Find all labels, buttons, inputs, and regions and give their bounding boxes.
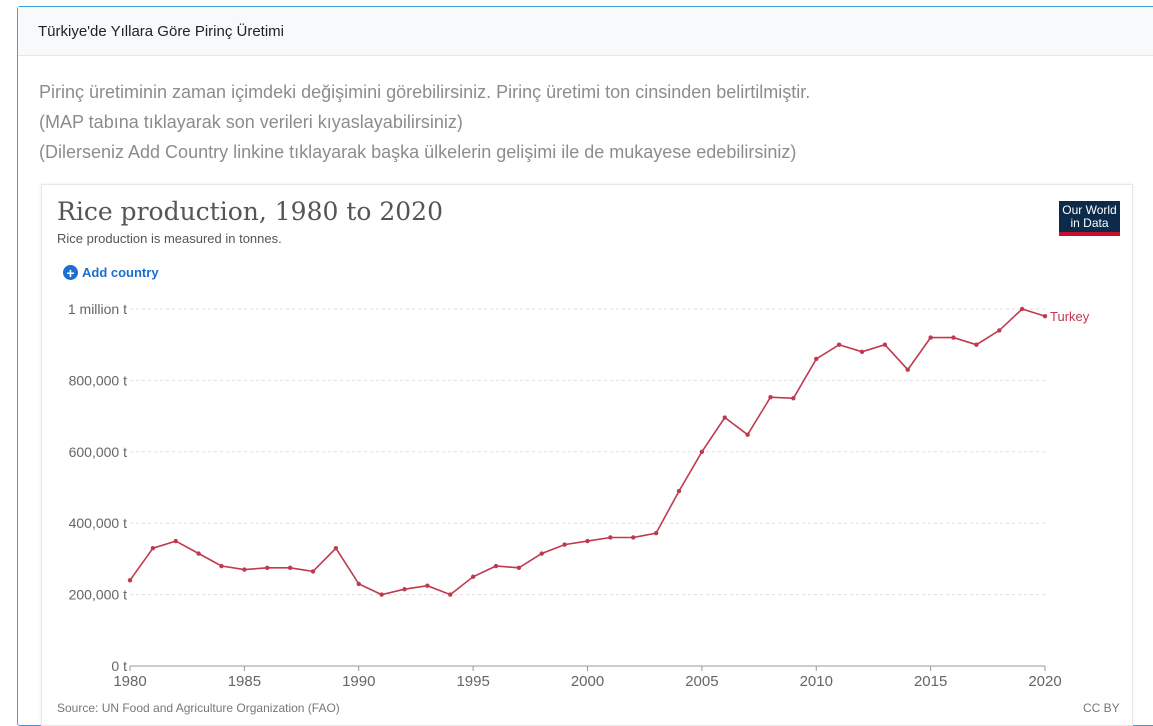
data-point	[402, 587, 407, 592]
data-point	[1019, 306, 1025, 312]
data-point	[631, 535, 636, 540]
add-country-label: Add country	[82, 265, 159, 280]
data-point	[997, 328, 1002, 333]
data-point	[653, 530, 659, 536]
data-point	[699, 449, 705, 454]
license-note: CC BY	[1083, 701, 1120, 715]
data-point	[745, 432, 750, 437]
data-point	[882, 342, 888, 347]
x-tick-label: 2000	[571, 673, 604, 690]
data-point	[836, 342, 842, 347]
source-note: Source: UN Food and Agriculture Organiza…	[57, 701, 340, 715]
card-header: Türkiye'de Yıllara Göre Pirinç Üretimi	[18, 7, 1153, 56]
x-tick-label: 2010	[800, 673, 833, 690]
data-point	[127, 578, 133, 583]
logo-text: in Data	[1070, 216, 1109, 230]
line-chart: 0 t 200,000 t 400,000 t 600,000 t 800,000 t 1…	[68, 301, 1090, 690]
data-point	[905, 367, 910, 372]
x-tick-label: 2015	[914, 673, 947, 690]
data-point	[287, 565, 293, 571]
data-point	[951, 335, 956, 340]
data-point	[356, 581, 361, 587]
y-tick-label: 600,000 t	[69, 444, 127, 460]
x-tick-label: 1995	[456, 673, 489, 690]
x-tick-label: 1985	[228, 673, 261, 690]
data-point	[425, 583, 430, 588]
y-tick-label: 800,000 t	[69, 372, 127, 388]
data-point	[814, 356, 819, 362]
data-point	[448, 592, 453, 597]
data-point	[676, 488, 682, 494]
content-card: Türkiye'de Yıllara Göre Pirinç Üretimi P…	[17, 6, 1153, 726]
data-point	[791, 396, 796, 401]
data-point	[310, 569, 316, 574]
page-title: Türkiye'de Yıllara Göre Pirinç Üretimi	[38, 22, 284, 40]
data-point	[470, 574, 476, 579]
series-label: Turkey	[1050, 309, 1090, 324]
data-point	[608, 535, 613, 540]
y-tick-label: 0 t	[111, 658, 127, 674]
data-point	[585, 538, 590, 544]
data-point	[928, 335, 933, 340]
description: Pirinç üretiminin zaman içimdeki değişim…	[39, 77, 810, 167]
data-point	[196, 551, 201, 556]
y-tick-label: 1 million t	[68, 301, 127, 317]
x-tick-label: 2020	[1028, 673, 1061, 690]
x-tick-label: 2005	[685, 673, 718, 690]
add-country-button[interactable]: + Add country	[63, 265, 159, 280]
data-point	[493, 563, 499, 569]
data-point	[768, 394, 773, 400]
data-point	[974, 342, 979, 347]
data-point	[265, 565, 270, 571]
data-point	[859, 349, 865, 355]
data-point	[1042, 313, 1048, 319]
data-point	[516, 565, 522, 571]
chart-widget: Rice production, 1980 to 2020 Rice produ…	[41, 184, 1133, 726]
data-point	[379, 592, 384, 597]
data-point	[219, 563, 224, 569]
chart-title: Rice production, 1980 to 2020	[57, 197, 443, 226]
x-tick-label: 1980	[113, 673, 146, 690]
logo-text: Our World	[1062, 203, 1117, 217]
data-point	[242, 567, 247, 572]
data-point	[150, 545, 156, 551]
x-tick-label: 1990	[342, 673, 375, 690]
plus-circle-icon: +	[63, 265, 78, 280]
data-point	[562, 542, 567, 547]
description-line: Pirinç üretiminin zaman içimdeki değişim…	[39, 82, 811, 102]
y-tick-label: 400,000 t	[69, 515, 127, 531]
description-line: (MAP tabına tıklayarak son verileri kıya…	[39, 112, 463, 132]
data-point	[722, 415, 727, 420]
chart-subtitle: Rice production is measured in tonnes.	[57, 231, 282, 246]
data-point	[173, 538, 178, 544]
data-point	[333, 545, 339, 551]
owid-logo[interactable]: Our World in Data	[1059, 201, 1120, 236]
data-point	[539, 551, 544, 556]
description-line: (Dilerseniz Add Country linkine tıklayar…	[39, 142, 797, 162]
y-tick-label: 200,000 t	[69, 587, 127, 603]
